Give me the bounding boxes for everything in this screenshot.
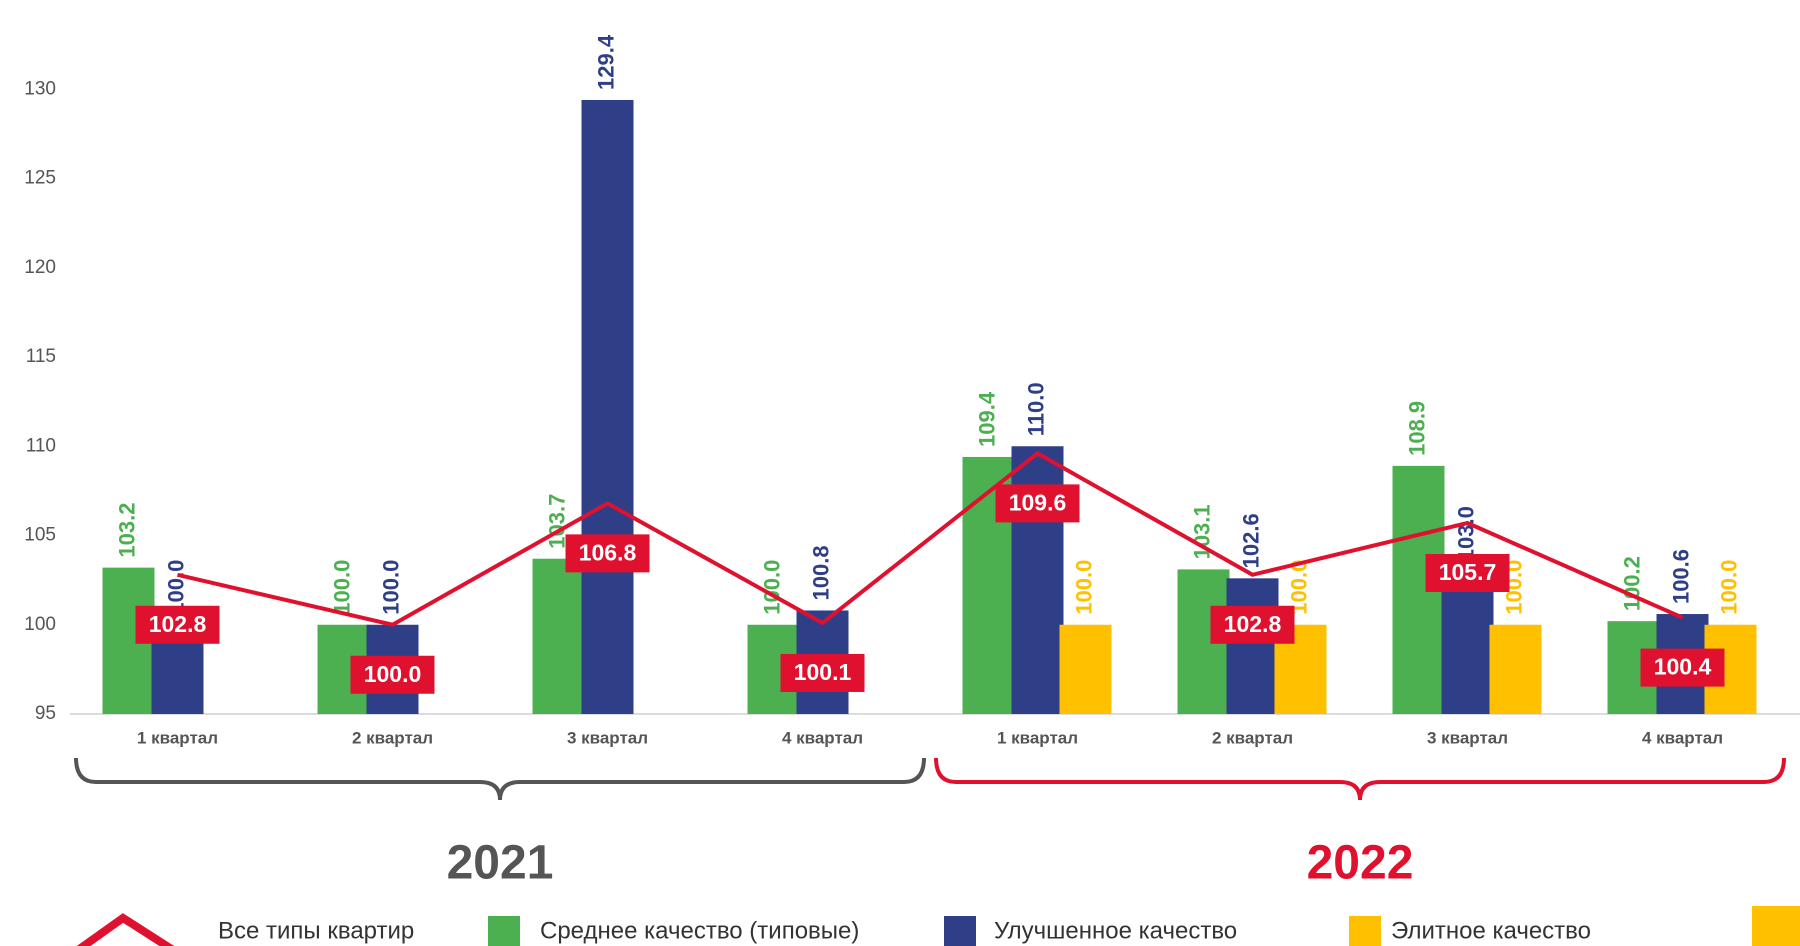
group-label: 2022 [1307, 837, 1414, 890]
line-label-box [1425, 554, 1510, 593]
line-value-label: 100.4 [1654, 654, 1712, 680]
bar-value-label: 100.0 [1716, 560, 1741, 615]
legend-label: Среднее качество (типовые) [540, 917, 859, 944]
bar [1489, 624, 1542, 714]
legend-label: Улучшенное качество [994, 917, 1237, 944]
legend-label: Элитное качество [1391, 917, 1591, 944]
line-label-box [1210, 605, 1295, 644]
x-tick-label: 3 квартал [567, 728, 648, 747]
legend-line-icon [76, 913, 175, 946]
bar-value-label: 103.2 [114, 503, 139, 558]
line-value-label: 102.8 [149, 611, 207, 637]
bar-value-label: 100.0 [378, 560, 403, 615]
line-value-label: 105.7 [1439, 559, 1497, 585]
bar [1441, 571, 1494, 714]
bar-value-label: 100.2 [1619, 556, 1644, 611]
y-tick-label: 130 [24, 78, 56, 99]
line-value-label: 100.1 [794, 659, 852, 685]
line-value-label: 109.6 [1009, 489, 1067, 515]
bar [1059, 624, 1112, 714]
y-tick-label: 100 [24, 614, 56, 635]
x-tick-label: 2 квартал [352, 728, 433, 747]
line-label-box [995, 484, 1080, 523]
bar [581, 99, 634, 714]
y-tick-label: 125 [24, 168, 56, 189]
bar-value-label: 100.0 [759, 560, 784, 615]
bar-value-label: 102.6 [1238, 513, 1263, 568]
bar-value-label: 109.4 [974, 391, 999, 447]
group-label: 2021 [447, 837, 554, 890]
bar-value-label: 100.0 [1286, 560, 1311, 615]
x-tick-label: 4 квартал [1642, 728, 1723, 747]
group-brace [934, 757, 1786, 801]
corner-icon [1752, 906, 1800, 946]
bar-value-label: 108.9 [1404, 401, 1429, 456]
legend-swatch [488, 916, 520, 946]
line-value-label: 106.8 [579, 539, 637, 565]
bar-value-label: 100.8 [808, 545, 833, 600]
y-tick-label: 105 [24, 525, 56, 546]
x-tick-label: 1 квартал [137, 728, 218, 747]
x-tick-label: 2 квартал [1212, 728, 1293, 747]
bar [532, 558, 585, 714]
bar-value-label: 100.0 [329, 560, 354, 615]
legend-swatch [1349, 916, 1381, 946]
y-tick-label: 115 [26, 346, 56, 367]
x-tick-label: 1 квартал [997, 728, 1078, 747]
line-label-box [780, 653, 865, 692]
line-label-box [1640, 648, 1725, 687]
bar-value-label: 110.0 [1023, 382, 1048, 436]
x-tick-label: 4 квартал [782, 728, 863, 747]
legend-swatch [944, 916, 976, 946]
line [177, 450, 1684, 627]
line-value-label: 100.0 [364, 661, 422, 687]
bar-value-label: 103.7 [544, 494, 569, 549]
x-tick-label: 3 квартал [1427, 728, 1508, 747]
y-tick-label: 95 [35, 703, 56, 724]
bar-value-label: 100.0 [163, 560, 188, 615]
group-brace [74, 757, 926, 801]
y-tick-label: 120 [24, 257, 56, 278]
bar-value-label: 100.6 [1668, 549, 1693, 604]
bar-value-label: 100.0 [1071, 560, 1096, 615]
line-label-box [350, 655, 435, 694]
y-tick-label: 110 [26, 435, 56, 456]
bar-value-label: 103.0 [1453, 506, 1478, 561]
bar [1226, 578, 1279, 714]
bar-value-label: 129.4 [593, 34, 618, 90]
legend-label: Все типы квартир [218, 917, 414, 944]
line-label-box [135, 605, 220, 644]
line-label-box [565, 534, 650, 573]
line-value-label: 102.8 [1224, 611, 1282, 637]
